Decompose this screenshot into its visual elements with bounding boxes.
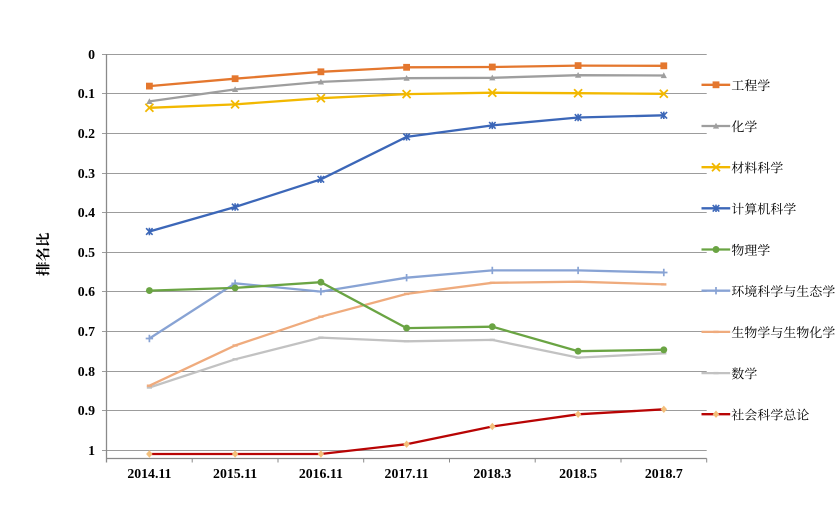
svg-text:0.8: 0.8 (78, 364, 95, 379)
svg-text:2016.11: 2016.11 (299, 466, 343, 481)
svg-text:0.1: 0.1 (78, 86, 95, 101)
svg-text:0.2: 0.2 (78, 126, 95, 141)
svg-text:2018.7: 2018.7 (645, 466, 683, 481)
svg-text:1: 1 (88, 443, 95, 458)
svg-text:0.5: 0.5 (78, 245, 95, 260)
svg-text:0.6: 0.6 (78, 284, 95, 299)
svg-text:0.9: 0.9 (78, 403, 95, 418)
svg-text:2018.3: 2018.3 (473, 466, 511, 481)
svg-text:0: 0 (88, 47, 95, 62)
svg-text:0.3: 0.3 (78, 166, 95, 181)
svg-text:2015.11: 2015.11 (213, 466, 257, 481)
svg-text:0.4: 0.4 (78, 205, 95, 220)
svg-text:2014.11: 2014.11 (127, 466, 171, 481)
svg-text:0.7: 0.7 (78, 324, 95, 339)
svg-text:2017.11: 2017.11 (385, 466, 429, 481)
svg-text:2018.5: 2018.5 (559, 466, 597, 481)
